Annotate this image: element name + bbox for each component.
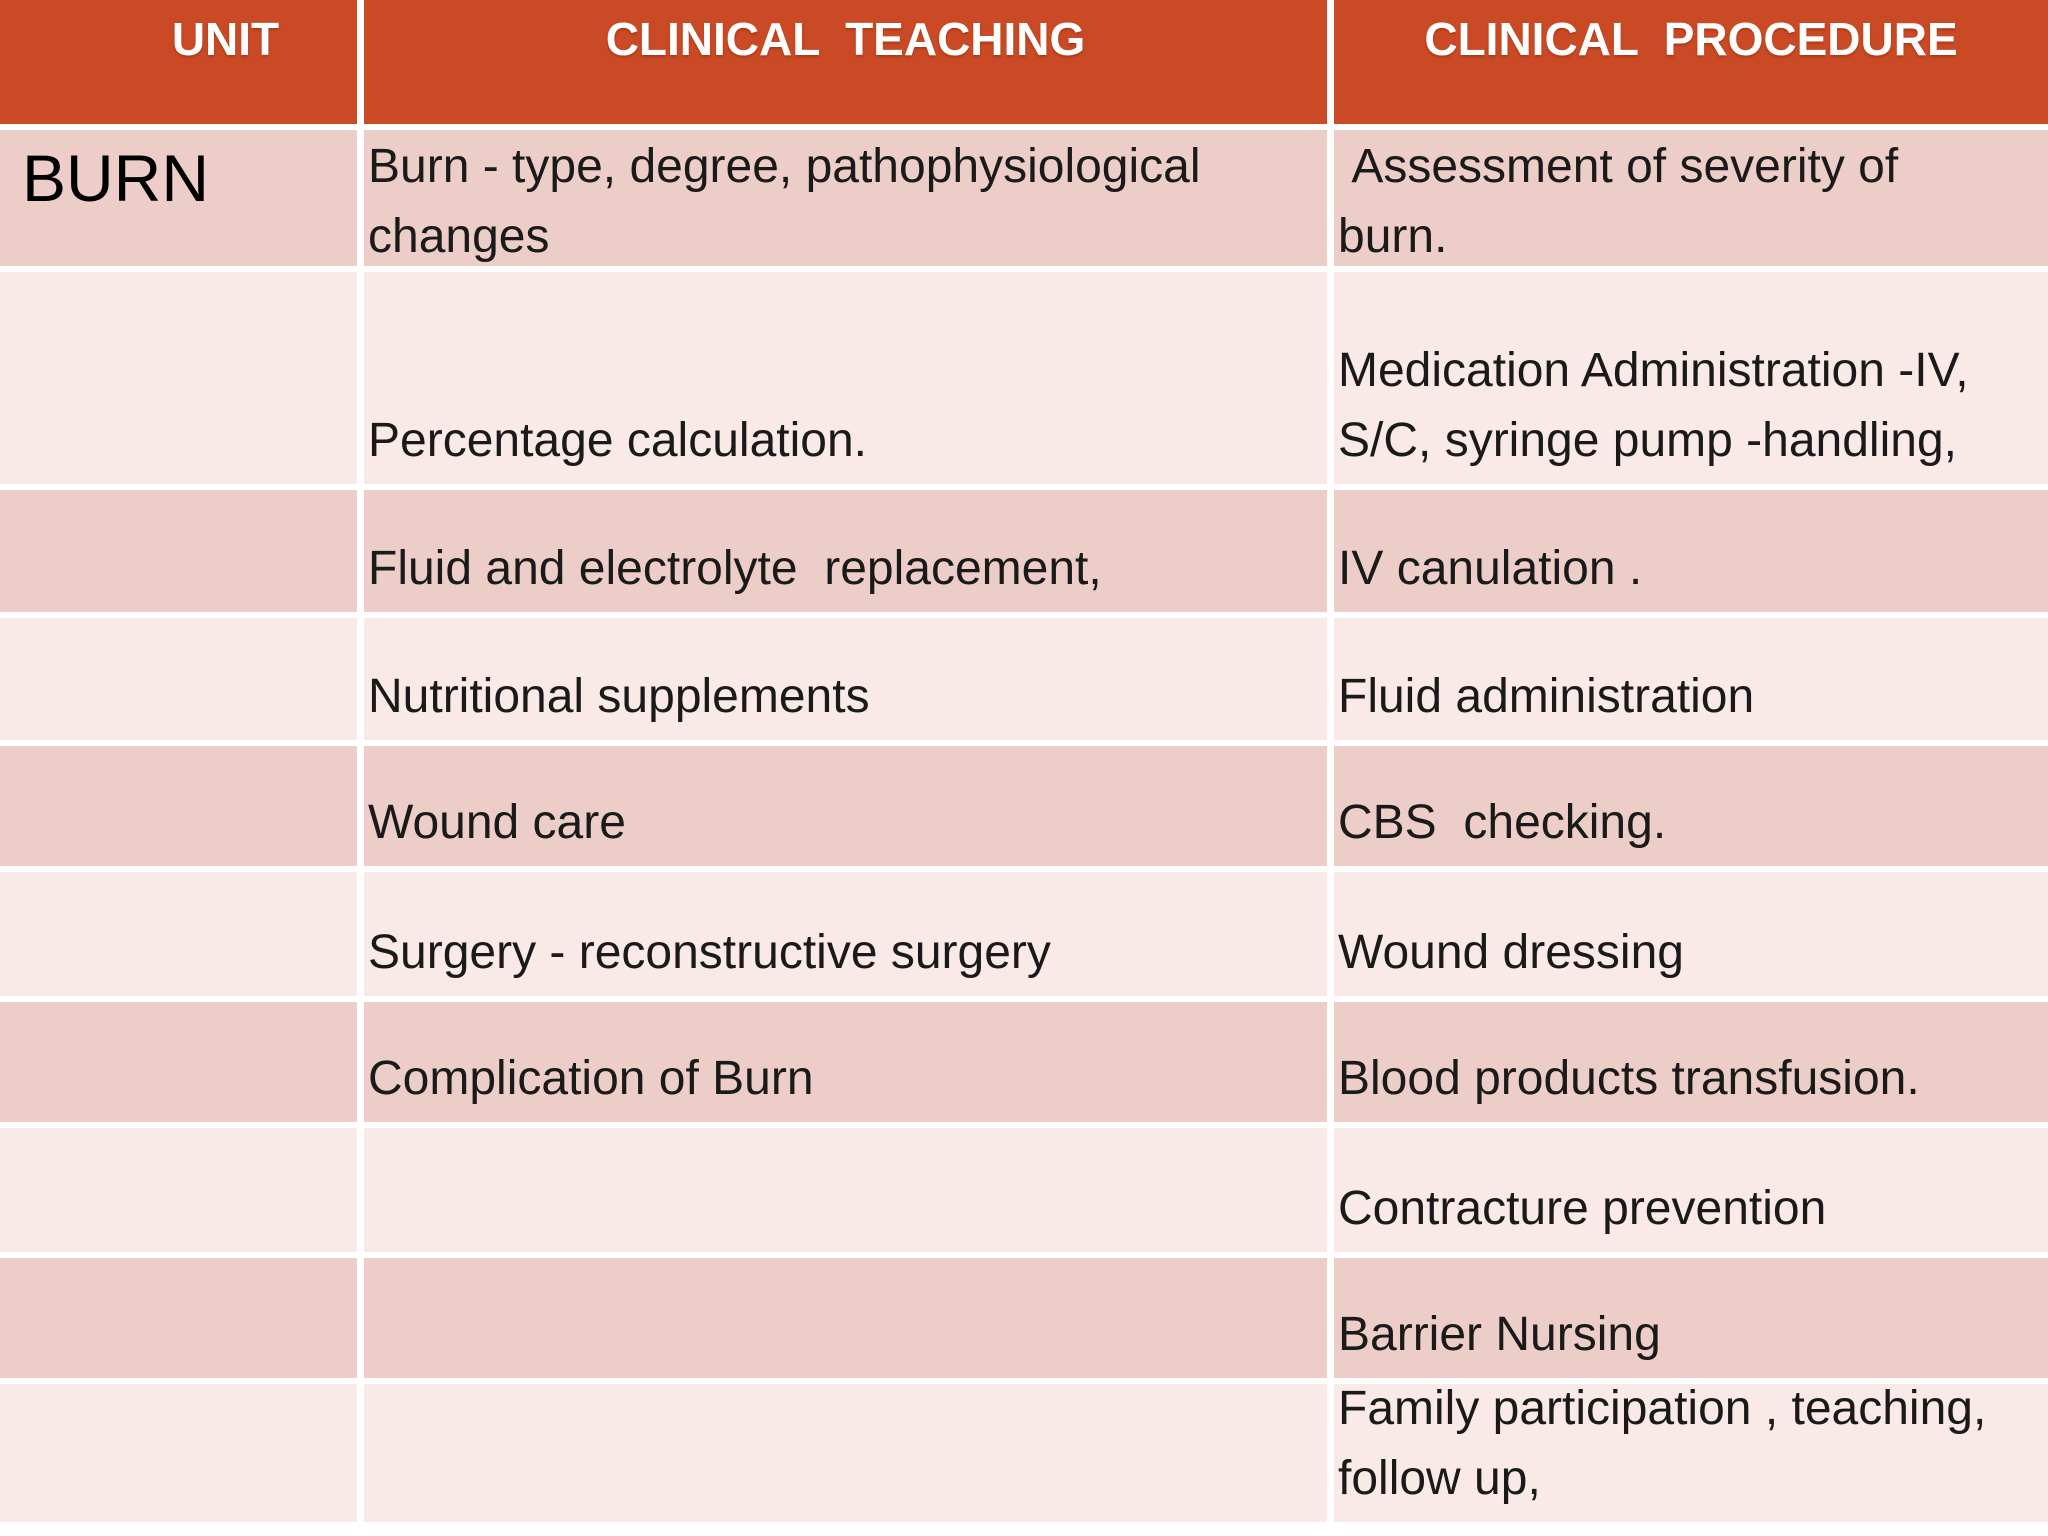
cell-unit-empty-4 bbox=[0, 618, 357, 740]
header-cell-clinical-teaching: CLINICAL TEACHING bbox=[364, 0, 1327, 124]
cell-teaching-empty-8 bbox=[364, 1128, 1327, 1252]
cell-unit-empty-6 bbox=[0, 872, 357, 996]
cell-procedure-family-participation: Family participation , teaching, follow … bbox=[1334, 1384, 2048, 1522]
cell-unit-empty-7 bbox=[0, 1002, 357, 1122]
cell-procedure-assessment: Assessment of severity of burn. bbox=[1334, 130, 2048, 266]
header-cell-clinical-procedure: CLINICAL PROCEDURE bbox=[1334, 0, 2048, 124]
cell-teaching-complication: Complication of Burn bbox=[364, 1002, 1327, 1122]
cell-unit-empty-9 bbox=[0, 1258, 357, 1378]
cell-unit-empty-2 bbox=[0, 272, 357, 484]
cell-teaching-surgery: Surgery - reconstructive surgery bbox=[364, 872, 1327, 996]
cell-procedure-blood-products: Blood products transfusion. bbox=[1334, 1002, 2048, 1122]
cell-teaching-empty-9 bbox=[364, 1258, 1327, 1378]
cell-unit-empty-3 bbox=[0, 490, 357, 612]
cell-procedure-wound-dressing: Wound dressing bbox=[1334, 872, 2048, 996]
cell-teaching-nutritional: Nutritional supplements bbox=[364, 618, 1327, 740]
cell-procedure-medication: Medication Administration -IV, S/C, syri… bbox=[1334, 272, 2048, 484]
cell-procedure-barrier-nursing: Barrier Nursing bbox=[1334, 1258, 2048, 1378]
cell-teaching-fluid-electrolyte: Fluid and electrolyte replacement, bbox=[364, 490, 1327, 612]
cell-unit-burn: BURN bbox=[0, 130, 357, 266]
cell-procedure-contracture: Contracture prevention bbox=[1334, 1128, 2048, 1252]
cell-unit-empty-5 bbox=[0, 746, 357, 866]
cell-procedure-fluid-admin: Fluid administration bbox=[1334, 618, 2048, 740]
cell-teaching-percentage: Percentage calculation. bbox=[364, 272, 1327, 484]
cell-teaching-empty-10 bbox=[364, 1384, 1327, 1522]
cell-procedure-cbs-checking: CBS checking. bbox=[1334, 746, 2048, 866]
cell-teaching-burn-types: Burn - type, degree, pathophysiological … bbox=[364, 130, 1327, 266]
header-cell-unit: UNIT bbox=[0, 0, 357, 124]
cell-unit-empty-8 bbox=[0, 1128, 357, 1252]
cell-unit-empty-10 bbox=[0, 1384, 357, 1522]
cell-procedure-iv-canulation: IV canulation . bbox=[1334, 490, 2048, 612]
cell-teaching-wound-care: Wound care bbox=[364, 746, 1327, 866]
